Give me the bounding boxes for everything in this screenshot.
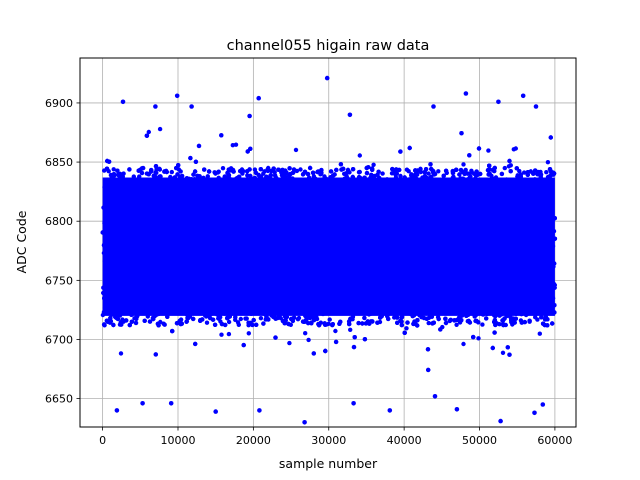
data-point bbox=[220, 166, 226, 171]
data-point bbox=[147, 319, 153, 324]
data-point bbox=[398, 173, 403, 179]
data-point bbox=[153, 170, 158, 175]
data-point bbox=[360, 321, 365, 326]
data-point bbox=[545, 160, 551, 165]
data-point bbox=[406, 169, 411, 174]
data-point bbox=[108, 315, 113, 321]
data-point bbox=[463, 167, 468, 173]
data-point bbox=[357, 169, 362, 175]
data-point bbox=[157, 126, 163, 132]
data-point bbox=[184, 319, 190, 324]
data-point bbox=[371, 162, 376, 167]
data-point bbox=[111, 167, 116, 172]
data-point bbox=[426, 171, 431, 176]
data-point bbox=[193, 341, 198, 347]
data-point bbox=[205, 174, 210, 179]
data-point bbox=[486, 148, 491, 153]
data-point bbox=[461, 341, 466, 347]
data-point bbox=[522, 170, 527, 175]
data-point bbox=[500, 350, 506, 355]
data-point bbox=[348, 327, 353, 332]
data-point bbox=[311, 351, 316, 356]
data-point bbox=[342, 171, 347, 176]
data-point bbox=[327, 317, 332, 322]
data-point bbox=[461, 162, 466, 167]
data-point bbox=[178, 169, 183, 174]
data-point bbox=[480, 322, 485, 327]
data-point bbox=[162, 322, 167, 327]
data-point bbox=[548, 169, 554, 174]
data-point bbox=[246, 331, 251, 336]
data-point bbox=[362, 315, 367, 321]
data-point bbox=[508, 163, 513, 168]
data-point bbox=[426, 320, 431, 326]
data-point bbox=[527, 318, 532, 323]
data-point bbox=[258, 316, 264, 321]
data-point bbox=[298, 167, 303, 172]
data-point bbox=[404, 326, 409, 331]
data-point bbox=[333, 339, 339, 345]
data-point bbox=[380, 171, 385, 176]
data-point bbox=[293, 147, 299, 153]
data-point bbox=[428, 162, 433, 167]
points-layer bbox=[100, 75, 558, 425]
data-point bbox=[502, 165, 507, 171]
data-point bbox=[230, 143, 235, 148]
data-point bbox=[287, 340, 292, 346]
data-point bbox=[219, 332, 224, 337]
data-point bbox=[517, 168, 522, 174]
data-point bbox=[226, 331, 232, 337]
data-point bbox=[204, 320, 210, 325]
data-point bbox=[306, 337, 311, 343]
data-point bbox=[407, 145, 412, 151]
data-point bbox=[238, 316, 243, 322]
data-point bbox=[357, 153, 362, 158]
data-point bbox=[153, 164, 159, 169]
data-point bbox=[235, 320, 241, 325]
data-point bbox=[511, 147, 516, 152]
data-point bbox=[272, 170, 277, 175]
data-point bbox=[225, 170, 230, 176]
data-point bbox=[469, 168, 474, 173]
data-point bbox=[476, 336, 481, 341]
data-point bbox=[118, 351, 124, 356]
data-point bbox=[364, 165, 369, 171]
data-point bbox=[333, 328, 338, 334]
data-point bbox=[202, 167, 207, 172]
data-point bbox=[127, 167, 132, 172]
data-point bbox=[231, 169, 236, 174]
data-point bbox=[326, 321, 331, 326]
data-point bbox=[294, 168, 300, 174]
data-point bbox=[226, 319, 232, 325]
data-point bbox=[188, 155, 193, 161]
data-point bbox=[261, 171, 266, 176]
data-point bbox=[535, 317, 540, 322]
data-point bbox=[436, 169, 441, 174]
data-point bbox=[537, 331, 542, 336]
data-point bbox=[303, 331, 308, 336]
data-point bbox=[106, 159, 112, 164]
data-point bbox=[169, 169, 174, 175]
data-point bbox=[454, 322, 459, 327]
data-point bbox=[127, 322, 132, 328]
data-point bbox=[295, 317, 301, 322]
data-point bbox=[438, 327, 443, 332]
data-point bbox=[399, 322, 404, 328]
data-point bbox=[364, 170, 370, 176]
data-point bbox=[544, 170, 549, 175]
data-point bbox=[551, 171, 557, 176]
data-point bbox=[140, 165, 146, 171]
data-point bbox=[389, 171, 395, 176]
data-point bbox=[146, 129, 151, 135]
